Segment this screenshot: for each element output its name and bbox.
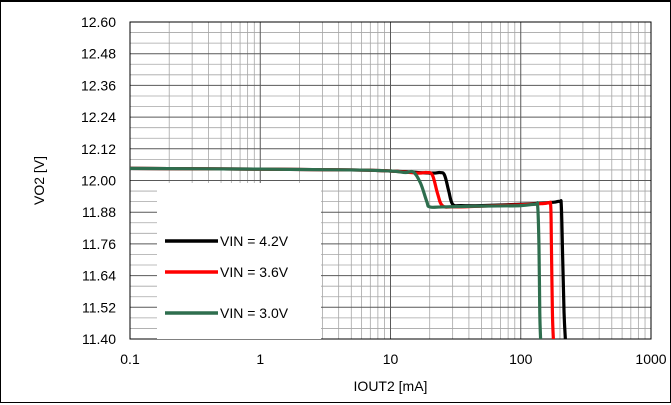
- plot-border: [129, 21, 652, 340]
- x-tick-label: 1: [256, 351, 264, 367]
- y-tick-label: 12.12: [81, 141, 116, 157]
- legend-label-3: VIN = 3.0V: [220, 305, 289, 321]
- y-tick-label: 12.24: [81, 109, 116, 125]
- x-axis-title: IOUT2 [mA]: [354, 378, 428, 394]
- y-tick-label: 12.48: [81, 46, 116, 62]
- legend: VIN = 4.2V VIN = 3.6V VIN = 3.0V: [157, 183, 321, 339]
- x-tick-label: 1000: [635, 351, 666, 367]
- series-layer: [129, 166, 567, 340]
- y-tick-label: 12.36: [81, 77, 116, 93]
- x-tick-label: 10: [383, 351, 399, 367]
- y-tick-label: 11.76: [82, 236, 116, 252]
- y-tick-label: 11.40: [82, 331, 116, 347]
- y-tick-label: 12.60: [81, 14, 116, 30]
- y-tick-labels: 12.60 12.48 12.36 12.24 12.12 12.00 11.88 11.76…: [81, 14, 116, 347]
- legend-label-1: VIN = 4.2V: [220, 233, 289, 249]
- x-tick-label: 100: [509, 351, 533, 367]
- y-tick-label: 11.64: [82, 268, 116, 284]
- y-axis-title: VO2 [V]: [31, 156, 47, 205]
- legend-label-2: VIN = 3.6V: [220, 264, 289, 280]
- y-tick-label: 11.88: [82, 204, 116, 220]
- x-tick-label: 0.1: [120, 351, 140, 367]
- y-tick-label: 11.52: [82, 299, 116, 315]
- series-line-3: [129, 166, 543, 340]
- y-tick-label: 12.00: [81, 173, 116, 189]
- x-tick-labels: 0.1 1 10 100 1000: [120, 351, 667, 367]
